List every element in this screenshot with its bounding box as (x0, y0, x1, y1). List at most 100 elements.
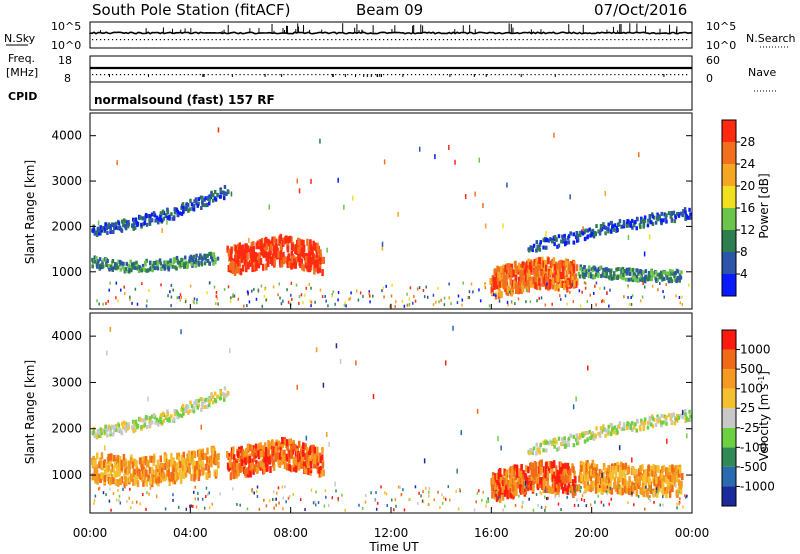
range-gate-cell (225, 393, 228, 398)
range-gate-cell (105, 493, 107, 497)
range-gate-cell (150, 218, 154, 223)
range-gate-cell (208, 195, 211, 200)
noise-search-dot (351, 39, 353, 41)
range-gate-cell (592, 234, 596, 239)
range-gate-cell (523, 268, 527, 276)
range-gate-cell (185, 406, 188, 411)
range-gate-cell (126, 426, 130, 431)
range-gate-cell (616, 228, 619, 233)
range-gate-cell (302, 244, 306, 252)
range-gate-cell (212, 453, 215, 461)
range-gate-cell (602, 474, 605, 482)
range-gate-cell (636, 476, 639, 484)
range-gate-cell (219, 188, 223, 193)
range-gate-cell (99, 225, 102, 230)
range-gate-cell (236, 254, 239, 262)
range-gate-cell (167, 469, 170, 477)
colorbar-tick-label: 100 (740, 382, 763, 396)
range-gate-cell (291, 447, 295, 455)
range-gate-cell (321, 461, 325, 469)
range-gate-cell (381, 241, 384, 247)
range-gate-cell (98, 302, 100, 306)
range-gate-cell (308, 282, 311, 286)
nave-dot (582, 74, 584, 76)
range-gate-cell (122, 485, 125, 489)
range-gate-cell (168, 418, 171, 423)
range-gate-cell (115, 262, 119, 267)
range-gate-cell (172, 417, 176, 422)
range-gate-cell (603, 299, 605, 303)
range-gate-cell (514, 488, 518, 496)
range-gate-cell (509, 491, 513, 499)
noise-search-dot (195, 39, 197, 41)
range-gate-cell (236, 259, 240, 267)
range-gate-cell (94, 231, 97, 236)
range-gate-cell (275, 497, 278, 501)
range-gate-cell (263, 455, 266, 463)
range-gate-cell (667, 413, 671, 418)
range-gate-cell (137, 268, 141, 273)
range-gate-cell (126, 423, 130, 428)
range-gate-cell (593, 470, 596, 478)
range-gate-cell (307, 467, 310, 475)
range-gate-cell (540, 460, 544, 468)
range-gate-cell (127, 460, 130, 468)
range-gate-cell (661, 277, 664, 282)
noise-search-dot (247, 39, 249, 41)
nave-dot (626, 74, 628, 76)
range-gate-cell (572, 434, 576, 439)
range-gate-cell (390, 294, 393, 298)
range-gate-cell (569, 486, 572, 494)
noise-search-dot (434, 39, 437, 41)
nave-dot (307, 74, 309, 76)
range-gate-cell (687, 283, 690, 287)
range-gate-cell (229, 251, 233, 259)
range-gate-cell (309, 461, 313, 469)
range-gate-cell (476, 408, 479, 414)
range-gate-cell (118, 259, 122, 264)
range-gate-cell (300, 453, 304, 461)
range-gate-cell (542, 466, 546, 474)
range-gate-cell (238, 252, 242, 260)
range-gate-cell (584, 430, 587, 435)
range-gate-cell (657, 476, 661, 484)
range-gate-cell (648, 274, 651, 279)
range-gate-cell (243, 256, 246, 264)
range-gate-cell (629, 426, 633, 431)
range-gate-cell (554, 468, 558, 476)
nave-dot (143, 74, 146, 76)
range-gate-cell (337, 291, 340, 295)
range-gate-cell (678, 502, 680, 506)
y-tick-label: 3000 (51, 375, 82, 389)
range-gate-cell (427, 502, 430, 506)
range-gate-cell (227, 249, 231, 257)
range-gate-cell (238, 242, 242, 250)
range-gate-cell (531, 470, 535, 478)
range-gate-cell (587, 486, 590, 490)
nave-dot (251, 74, 253, 76)
range-gate-cell (554, 284, 557, 292)
range-gate-cell (495, 272, 498, 280)
range-gate-cell (668, 490, 672, 498)
range-gate-cell (657, 419, 660, 424)
range-gate-cell (571, 276, 574, 284)
range-gate-cell (668, 268, 672, 273)
range-gate-cell (201, 452, 205, 460)
range-gate-cell (190, 473, 193, 481)
range-gate-cell (638, 152, 640, 158)
range-gate-cell (181, 412, 185, 417)
noise-search-dot (586, 39, 588, 41)
range-gate-cell (99, 427, 102, 432)
range-gate-cell (370, 491, 372, 495)
range-gate-cell (101, 428, 105, 433)
range-gate-cell (666, 493, 668, 497)
range-gate-cell (535, 476, 539, 484)
range-gate-cell (536, 244, 539, 249)
range-gate-cell (290, 236, 293, 244)
nave-dot (195, 74, 197, 76)
range-gate-cell (654, 270, 658, 275)
range-gate-cell (538, 274, 541, 282)
nave-dot (239, 74, 241, 76)
range-gate-cell (91, 264, 94, 269)
range-gate-cell (569, 262, 572, 270)
